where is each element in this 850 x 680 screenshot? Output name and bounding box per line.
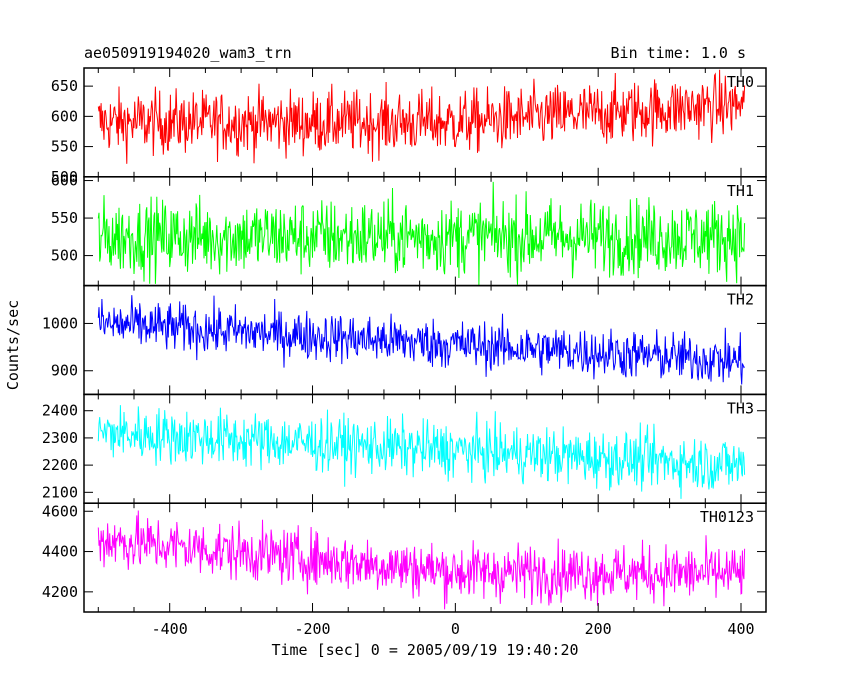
y-axis-label: Counts/sec [4, 300, 22, 390]
series-th2 [97, 295, 745, 385]
series-th0123 [97, 510, 746, 610]
panel-label: TH1 [727, 182, 754, 200]
y-tick-label: 900 [51, 362, 78, 380]
series-th1 [97, 181, 746, 286]
y-tick-label: 2400 [42, 402, 78, 420]
panel-label: TH3 [727, 399, 754, 417]
y-tick-label: 600 [51, 107, 78, 125]
x-tick-label: -200 [294, 620, 330, 638]
y-tick-label: 550 [51, 138, 78, 156]
panel-th0: 500 550 600 650 TH0 [51, 67, 767, 186]
x-tick-label: 0 [451, 620, 460, 638]
y-tick-label: 2300 [42, 429, 78, 447]
series-th0 [97, 69, 746, 164]
y-tick-label: 4400 [42, 543, 78, 561]
series-th3 [97, 405, 746, 499]
x-tick-label: 400 [727, 620, 754, 638]
panel-frame [83, 284, 767, 396]
panel-label: TH2 [727, 291, 754, 309]
y-tick-label: 600 [51, 172, 78, 190]
y-tick-label: 2200 [42, 456, 78, 474]
y-tick-label: 4600 [42, 502, 78, 520]
panel-th3: 2100 2200 2300 2400 TH3 [42, 393, 767, 504]
panel-th0123: 4200 4400 4600 TH0123 [42, 502, 767, 613]
panel-label: TH0 [727, 73, 754, 91]
bin-time-label: Bin time: 1.0 s [610, 44, 746, 62]
panel-frame [83, 502, 767, 613]
y-tick-label: 550 [51, 209, 78, 227]
panel-label: TH0123 [700, 508, 754, 526]
y-tick-label: 1000 [42, 314, 78, 332]
y-tick-label: 4200 [42, 583, 78, 601]
y-tick-label: 2100 [42, 483, 78, 501]
panel-th2: 900 1000 TH2 [42, 284, 767, 396]
y-tick-label: 500 [51, 247, 78, 265]
x-tick-label: 200 [585, 620, 612, 638]
panel-th1: 500 550 600 TH1 [51, 172, 767, 287]
chart-title: ae050919194020_wam3_trn [84, 44, 292, 62]
y-tick-label: 650 [51, 77, 78, 95]
y-tick-label: 500 [51, 168, 78, 186]
x-tick-label: -400 [152, 620, 188, 638]
x-axis-label: Time [sec] 0 = 2005/09/19 19:40:20 [271, 641, 578, 659]
